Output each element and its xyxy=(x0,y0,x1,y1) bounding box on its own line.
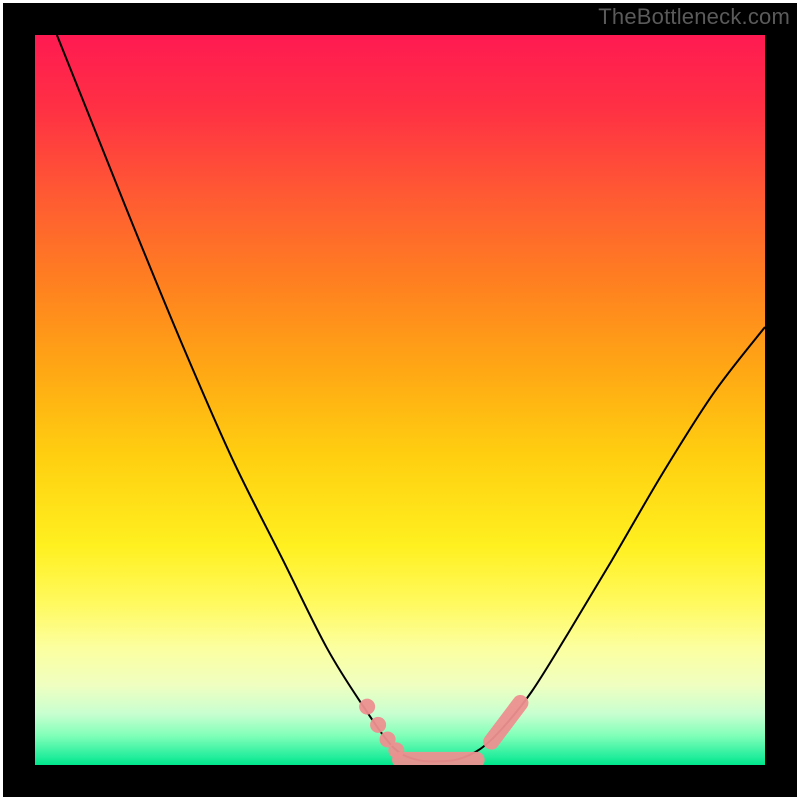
watermark-text: TheBottleneck.com xyxy=(598,4,790,30)
bottleneck-chart xyxy=(0,0,800,800)
highlight-marker xyxy=(359,699,375,715)
highlight-marker xyxy=(370,717,386,733)
chart-container: TheBottleneck.com xyxy=(0,0,800,800)
